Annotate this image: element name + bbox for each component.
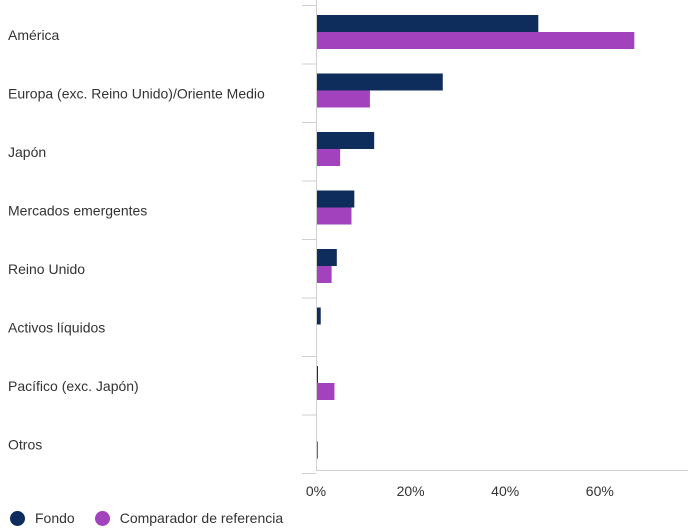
bar-comparador-de-referencia-europa-exc-reino-unido-oriente-medio	[316, 90, 370, 108]
bar-comparador-de-referencia-reino-unido	[316, 266, 332, 283]
category-label-activos-liquidos: Activos líquidos	[8, 320, 105, 336]
category-label-pacifico-exc-japon: Pacífico (exc. Japón)	[8, 378, 139, 394]
category-label-reino-unido: Reino Unido	[8, 261, 85, 277]
category-label-mercados-emergentes: Mercados emergentes	[8, 203, 147, 219]
legend: Fondo Comparador de referencia	[10, 508, 303, 528]
bar-fondo-activos-liquidos	[316, 307, 321, 325]
legend-swatch-fondo	[10, 510, 25, 526]
category-label-america: América	[8, 27, 60, 43]
bar-fondo-europa-exc-reino-unido-oriente-medio	[316, 73, 443, 91]
category-label-japon: Japón	[8, 144, 46, 160]
bar-comparador-de-referencia-america	[316, 32, 635, 49]
legend-swatch-comparador	[94, 510, 110, 526]
bar-fondo-japon	[316, 132, 375, 149]
legend-label-comparador: Comparador de referencia	[119, 510, 284, 526]
x-tick-label-60: 60%	[586, 483, 614, 499]
bar-comparador-de-referencia-pacifico-exc-japon	[316, 383, 335, 400]
category-labels: América Europa (exc. Reino Unido)/Oriente…	[8, 27, 265, 453]
x-tick-label-0: 0%	[306, 483, 326, 499]
bar-comparador-de-referencia-mercados-emergentes	[316, 207, 352, 225]
bar-comparador-de-referencia-japon	[316, 149, 341, 166]
bars	[316, 15, 635, 459]
category-separators	[302, 5, 316, 474]
x-tick-labels: 0% 20% 40% 60%	[306, 483, 614, 499]
category-label-europa-exc-reino-unido-oriente-medio: Europa (exc. Reino Unido)/Oriente Medio	[8, 86, 265, 102]
x-tick-label-40: 40%	[491, 483, 519, 499]
legend-item-fondo: Fondo	[10, 510, 75, 526]
axes	[316, 0, 688, 471]
category-label-otros: Otros	[8, 437, 42, 453]
bar-fondo-mercados-emergentes	[316, 190, 355, 208]
x-tick-label-20: 20%	[397, 483, 425, 499]
legend-label-fondo: Fondo	[35, 510, 75, 526]
legend-item-comparador: Comparador de referencia	[94, 510, 284, 526]
bar-fondo-reino-unido	[316, 249, 337, 266]
bar-fondo-america	[316, 15, 539, 32]
